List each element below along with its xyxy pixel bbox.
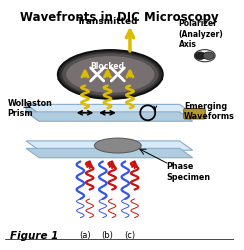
- Text: Wavefronts in DIC Microscopy: Wavefronts in DIC Microscopy: [20, 11, 219, 24]
- Text: Emerging
Waveforms: Emerging Waveforms: [184, 101, 235, 120]
- FancyBboxPatch shape: [184, 109, 205, 120]
- Text: (c): (c): [124, 230, 135, 239]
- Ellipse shape: [66, 56, 155, 94]
- Ellipse shape: [58, 73, 163, 86]
- Polygon shape: [26, 105, 193, 114]
- Polygon shape: [26, 112, 193, 122]
- Ellipse shape: [62, 54, 159, 96]
- Polygon shape: [26, 141, 193, 151]
- Text: Wollaston
Prism: Wollaston Prism: [7, 98, 52, 118]
- Text: Polarizer
(Analyzer)
Axis: Polarizer (Analyzer) Axis: [179, 19, 223, 49]
- Text: (a): (a): [79, 230, 91, 239]
- Ellipse shape: [94, 138, 141, 154]
- Text: Transmitted: Transmitted: [77, 17, 138, 26]
- Text: Figure 1: Figure 1: [10, 230, 59, 240]
- Polygon shape: [26, 149, 193, 158]
- Ellipse shape: [58, 51, 163, 99]
- Text: Blocked: Blocked: [91, 62, 124, 71]
- Ellipse shape: [203, 53, 214, 60]
- Text: (b): (b): [102, 230, 113, 239]
- Ellipse shape: [194, 53, 206, 60]
- Polygon shape: [26, 105, 39, 122]
- Text: Phase
Specimen: Phase Specimen: [166, 162, 211, 181]
